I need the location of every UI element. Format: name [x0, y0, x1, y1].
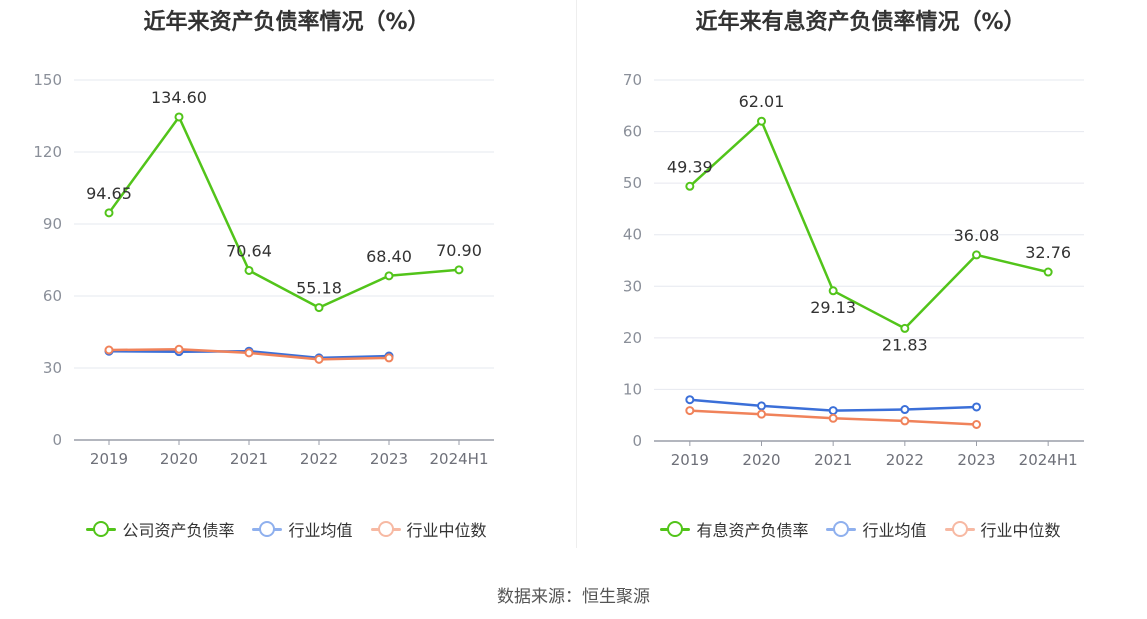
legend-marker-icon — [660, 521, 691, 537]
data-point — [757, 409, 766, 419]
legend-item-industry-avg[interactable]: 行业均值 — [252, 517, 353, 541]
data-point — [900, 416, 910, 426]
y-tick-label: 0 — [632, 432, 642, 450]
legend-label: 行业均值 — [862, 521, 927, 540]
x-tick-label: 2019 — [671, 451, 709, 469]
legend-marker-icon — [944, 521, 975, 537]
series-line — [688, 119, 1049, 330]
data-label: 70.64 — [226, 241, 272, 260]
data-point — [900, 405, 910, 415]
legend-item-industry-median[interactable]: 行业中位数 — [944, 517, 1061, 541]
y-tick-label: 40 — [623, 226, 642, 244]
chart-legend: 公司资产负债率 行业均值 行业中位数 — [0, 517, 573, 541]
y-tick-label: 30 — [43, 359, 62, 377]
x-tick-label: 2020 — [742, 451, 780, 469]
legend-item-company[interactable]: 有息资产负债率 — [660, 517, 808, 541]
y-tick-label: 60 — [43, 287, 62, 305]
data-point — [104, 345, 114, 355]
y-tick-label: 90 — [43, 215, 62, 233]
legend-label: 行业均值 — [288, 521, 353, 540]
data-label: 21.83 — [882, 335, 928, 354]
data-point — [685, 395, 695, 405]
data-point — [685, 406, 695, 416]
data-point — [174, 344, 184, 354]
panel-divider — [576, 0, 577, 548]
data-point — [757, 401, 766, 411]
data-point — [757, 116, 766, 126]
data-label: 94.65 — [86, 184, 132, 203]
data-point — [828, 413, 838, 423]
y-tick-label: 60 — [623, 123, 642, 141]
legend-label: 行业中位数 — [980, 521, 1061, 540]
legend-marker-icon — [826, 521, 857, 537]
data-point — [972, 402, 981, 412]
data-label: 62.01 — [739, 92, 785, 111]
data-label: 68.40 — [366, 247, 412, 266]
y-tick-label: 120 — [33, 143, 62, 161]
legend-item-company[interactable]: 公司资产负债率 — [86, 517, 234, 541]
y-tick-label: 20 — [623, 329, 642, 347]
data-point — [314, 303, 324, 313]
data-point — [174, 112, 184, 122]
data-label: 29.13 — [810, 298, 856, 317]
series-line — [107, 115, 460, 309]
chart-title: 近年来资产负债率情况（%） — [143, 10, 430, 35]
legend-marker-icon — [252, 521, 283, 537]
data-point — [1043, 267, 1053, 277]
y-tick-label: 0 — [52, 431, 62, 449]
chart-panel-right: 近年来有息资产负债率情况（%） 0 10 20 30 40 50 60 70 2019 2020 2… — [574, 0, 1147, 560]
x-tick-label: 2022 — [886, 451, 924, 469]
x-tick-label: 2023 — [370, 450, 408, 468]
y-tick-label: 150 — [33, 71, 62, 89]
chart-title: 近年来有息资产负债率情况（%） — [695, 10, 1026, 35]
legend-label: 公司资产负债率 — [122, 521, 235, 540]
x-tick-label: 2022 — [300, 450, 338, 468]
x-tick-label: 2023 — [957, 451, 995, 469]
x-tick-label: 2019 — [90, 450, 128, 468]
data-source: 数据来源：恒生聚源 — [497, 587, 650, 607]
data-point — [828, 286, 838, 296]
legend-item-industry-median[interactable]: 行业中位数 — [370, 517, 487, 541]
data-point — [685, 181, 695, 191]
y-tick-label: 70 — [623, 71, 642, 89]
line-chart-plot: 0 30 60 90 120 150 2019 2020 2021 2022 2023 2024H1 9… — [33, 71, 494, 468]
chart-legend: 有息资产负债率 行业均值 行业中位数 — [574, 517, 1147, 541]
data-point — [244, 265, 254, 275]
data-label: 134.60 — [151, 88, 207, 107]
data-label: 32.76 — [1025, 243, 1071, 262]
data-label: 70.90 — [436, 241, 482, 260]
data-point — [384, 271, 394, 281]
y-tick-label: 30 — [623, 277, 642, 295]
data-label: 36.08 — [954, 226, 1000, 245]
y-tick-label: 10 — [623, 380, 642, 398]
data-point — [314, 354, 324, 364]
chart-panel-left: 近年来资产负债率情况（%） 0 30 60 90 120 150 2019 2020 2021 2… — [0, 0, 573, 560]
y-tick-label: 50 — [623, 174, 642, 192]
data-point — [244, 348, 254, 358]
data-point — [384, 353, 394, 363]
legend-item-industry-avg[interactable]: 行业均值 — [826, 517, 927, 541]
x-tick-label: 2024H1 — [430, 450, 489, 468]
data-point — [900, 323, 910, 333]
x-tick-label: 2020 — [160, 450, 198, 468]
x-tick-label: 2021 — [814, 451, 852, 469]
data-point — [454, 265, 464, 275]
legend-marker-icon — [86, 521, 117, 537]
x-tick-label: 2024H1 — [1019, 451, 1078, 469]
data-label: 55.18 — [296, 279, 342, 298]
line-chart-plot: 0 10 20 30 40 50 60 70 2019 2020 2021 2022 2023 2024H… — [623, 71, 1084, 469]
data-point — [828, 406, 838, 416]
data-point — [104, 208, 114, 218]
legend-marker-icon — [370, 521, 401, 537]
data-point — [972, 419, 981, 429]
data-label: 49.39 — [667, 157, 713, 176]
legend-label: 行业中位数 — [406, 521, 487, 540]
legend-label: 有息资产负债率 — [696, 521, 809, 540]
x-tick-label: 2021 — [230, 450, 268, 468]
data-point — [972, 250, 981, 260]
